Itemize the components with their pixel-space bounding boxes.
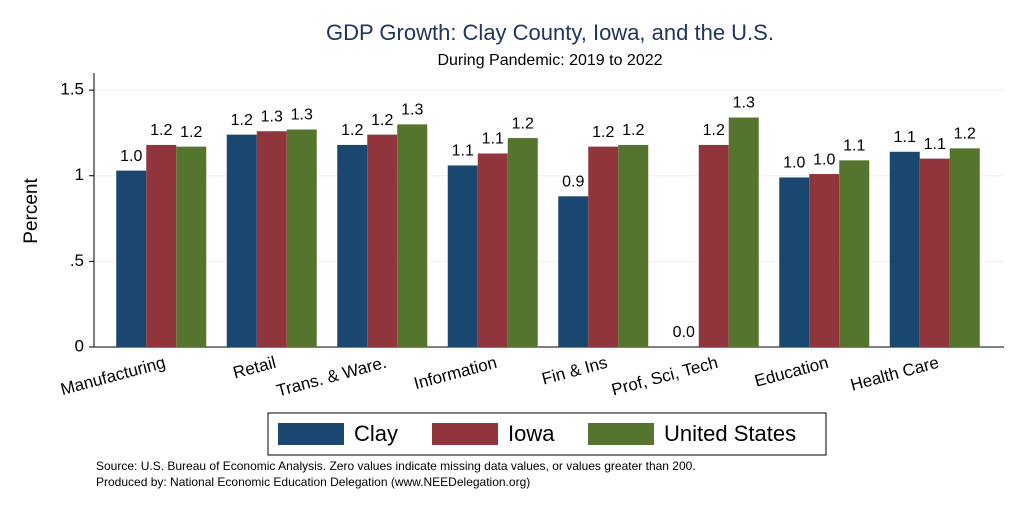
legend-swatch bbox=[278, 423, 344, 445]
value-label: 1.1 bbox=[482, 131, 504, 148]
bar bbox=[447, 165, 478, 347]
value-label: 1.0 bbox=[813, 151, 835, 168]
value-label: 1.2 bbox=[371, 112, 393, 129]
bar bbox=[558, 196, 589, 347]
value-label: 1.0 bbox=[783, 155, 805, 172]
value-label: 1.2 bbox=[703, 122, 725, 139]
bar bbox=[176, 146, 207, 347]
bar bbox=[367, 134, 398, 347]
value-label: 0.0 bbox=[673, 324, 695, 341]
value-label: 1.2 bbox=[512, 115, 534, 132]
value-label: 1.2 bbox=[622, 122, 644, 139]
bar bbox=[698, 144, 729, 347]
value-label: 1.1 bbox=[843, 138, 865, 155]
value-label: 1.3 bbox=[261, 108, 283, 125]
bar bbox=[116, 170, 147, 347]
value-label: 1.2 bbox=[180, 124, 202, 141]
bar bbox=[477, 153, 508, 347]
value-label: 1.0 bbox=[120, 148, 142, 165]
bar bbox=[919, 158, 950, 347]
bar bbox=[949, 148, 980, 347]
bar bbox=[507, 138, 538, 347]
bar bbox=[337, 144, 368, 347]
bar bbox=[809, 174, 840, 347]
y-tick-label: 0 bbox=[75, 336, 84, 355]
legend-label: Iowa bbox=[508, 421, 555, 446]
value-label: 1.2 bbox=[341, 122, 363, 139]
bar bbox=[728, 117, 759, 348]
y-tick-label: 1.5 bbox=[60, 80, 84, 99]
bar bbox=[588, 146, 619, 347]
chart-title: GDP Growth: Clay County, Iowa, and the U… bbox=[326, 20, 774, 45]
value-label: 1.2 bbox=[954, 126, 976, 143]
value-label: 1.3 bbox=[291, 107, 313, 124]
legend-swatch bbox=[432, 423, 498, 445]
bar bbox=[618, 144, 649, 347]
value-label: 1.2 bbox=[231, 112, 253, 129]
note: Produced by: National Economic Education… bbox=[96, 475, 530, 489]
bar bbox=[839, 160, 870, 347]
chart-subtitle: During Pandemic: 2019 to 2022 bbox=[437, 52, 662, 69]
bar bbox=[286, 129, 317, 347]
value-label: 1.2 bbox=[150, 122, 172, 139]
y-axis-label: Percent bbox=[21, 178, 42, 244]
legend-label: United States bbox=[664, 421, 796, 446]
bar bbox=[256, 131, 287, 347]
legend-swatch bbox=[588, 423, 654, 445]
bar bbox=[889, 151, 920, 347]
y-tick-label: .5 bbox=[70, 251, 84, 270]
note: Source: U.S. Bureau of Economic Analysis… bbox=[96, 459, 696, 473]
value-label: 1.1 bbox=[894, 129, 916, 146]
value-label: 1.2 bbox=[592, 124, 614, 141]
value-label: 1.3 bbox=[401, 102, 423, 119]
legend-box bbox=[267, 412, 827, 456]
bar bbox=[226, 134, 257, 347]
bar bbox=[397, 124, 428, 347]
legend-label: Clay bbox=[354, 421, 398, 446]
bar bbox=[779, 177, 810, 347]
y-tick-label: 1 bbox=[75, 165, 84, 184]
value-label: 1.1 bbox=[924, 136, 946, 153]
value-label: 0.9 bbox=[562, 174, 584, 191]
value-label: 1.1 bbox=[452, 143, 474, 160]
bar bbox=[146, 144, 177, 347]
value-label: 1.3 bbox=[733, 95, 755, 112]
